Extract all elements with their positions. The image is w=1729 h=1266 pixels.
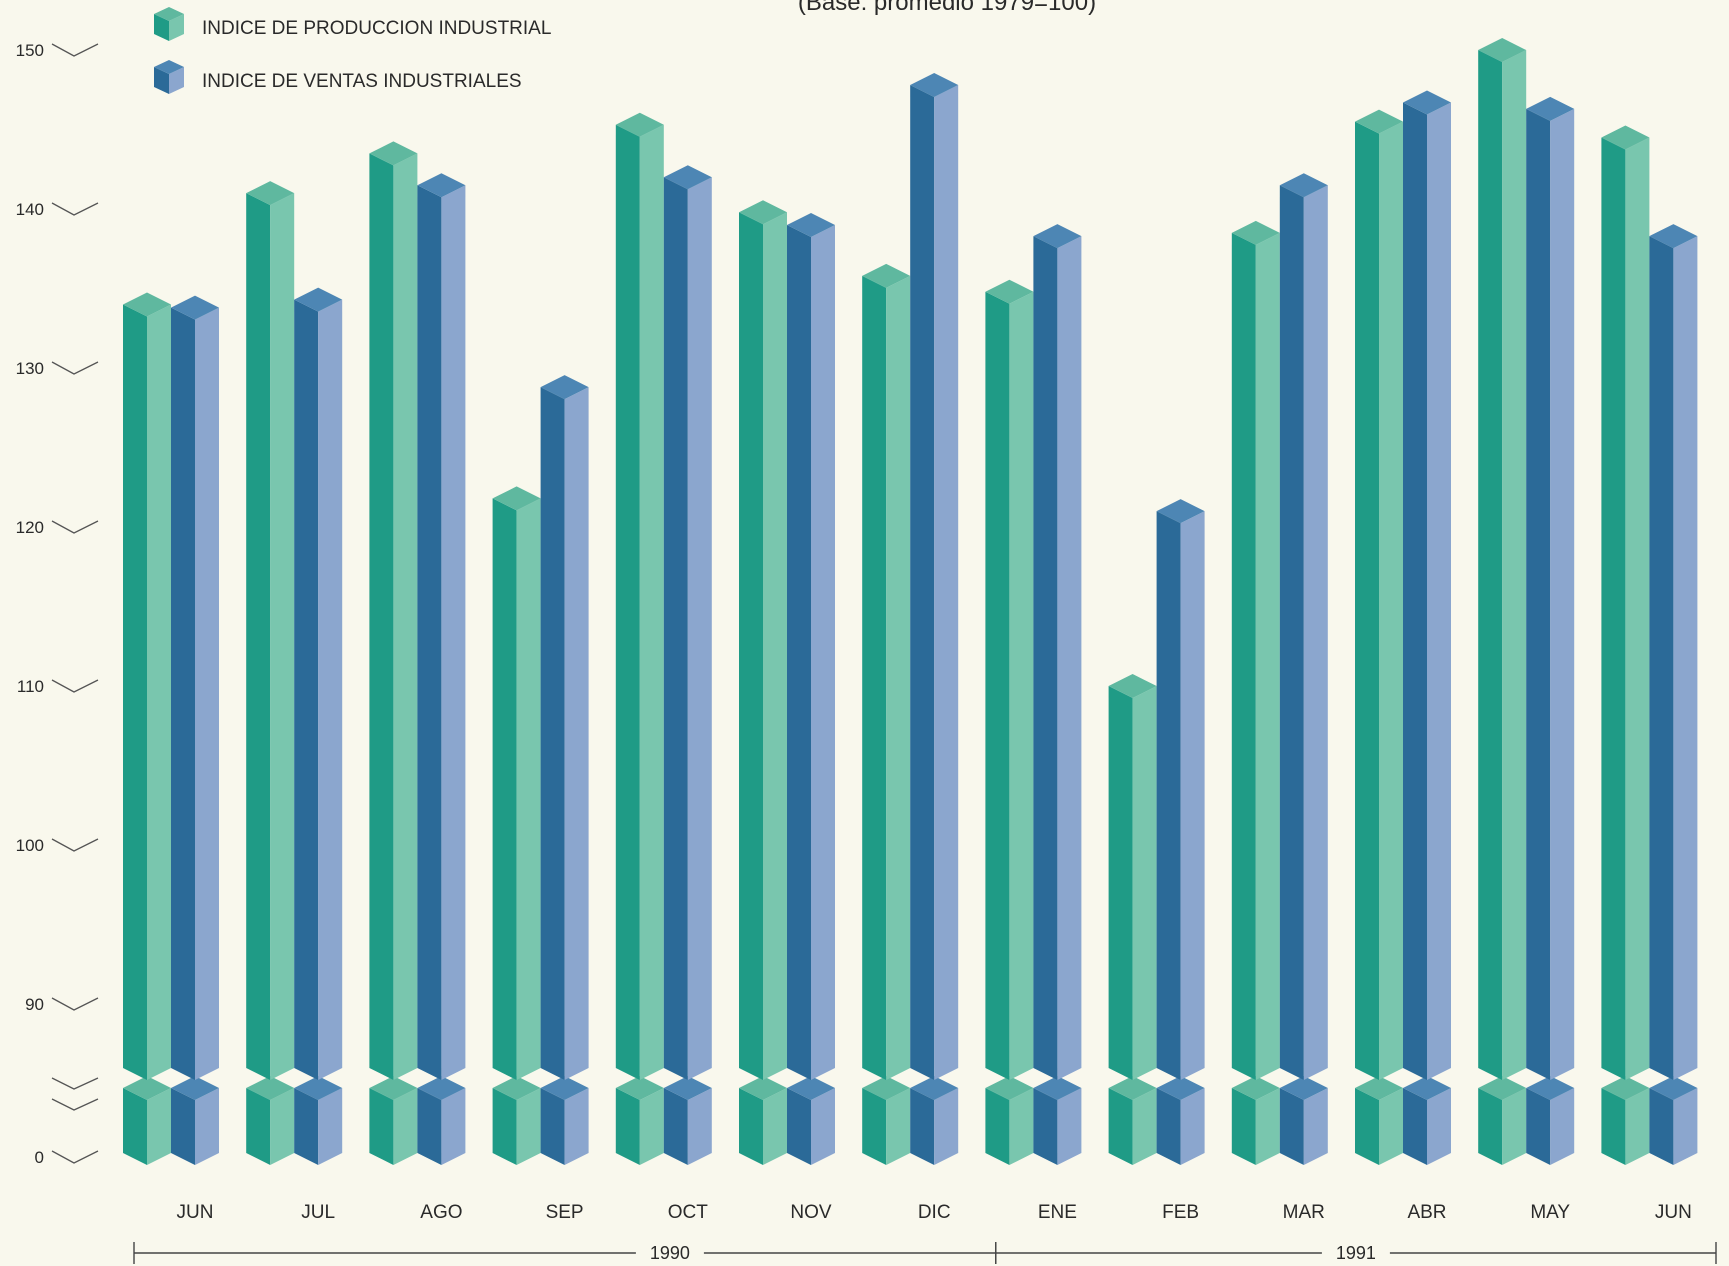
- bar-base: [985, 1076, 1034, 1165]
- bar-base: [1156, 1076, 1205, 1165]
- bar-base: [369, 1076, 418, 1165]
- bar-base: [1478, 1076, 1527, 1165]
- y-axis: 0 90 100 110 120 130 140 150: [16, 41, 99, 1167]
- bar-base: [417, 1076, 466, 1165]
- bar-produccion: [1601, 125, 1650, 1080]
- y-tick-label: 130: [16, 359, 44, 378]
- bar-produccion: [246, 181, 295, 1080]
- year-axis: 1990 1991: [133, 1242, 1717, 1264]
- bar-base: [862, 1076, 911, 1165]
- bar-base: [787, 1076, 835, 1165]
- y-tick-mark: [51, 1150, 99, 1164]
- legend-item: INDICE DE PRODUCCION INDUSTRIAL: [154, 7, 551, 41]
- bar-base: [123, 1076, 171, 1165]
- bar-ventas: [910, 73, 959, 1080]
- y-tick-mark: [51, 520, 99, 534]
- legend-label: INDICE DE VENTAS INDUSTRIALES: [202, 71, 522, 92]
- bar-produccion: [492, 486, 541, 1080]
- bar-ventas: [1033, 224, 1082, 1080]
- y-tick-label: 90: [25, 995, 44, 1014]
- bar-produccion: [123, 292, 171, 1080]
- legend-item: INDICE DE VENTAS INDUSTRIALES: [154, 60, 522, 94]
- x-tick-label: ABR: [1407, 1202, 1446, 1223]
- bar-base: [1355, 1076, 1403, 1165]
- bar-ventas: [171, 295, 219, 1080]
- bar-base: [246, 1076, 295, 1165]
- bar-produccion: [985, 279, 1034, 1081]
- bar-base: [492, 1076, 541, 1165]
- x-axis: JUN JUL AGO SEP OCT NOV DIC ENE FEB MAR ABR MAY JUN: [177, 1202, 1692, 1223]
- bar-produccion: [369, 141, 418, 1080]
- y-tick-label: 150: [16, 41, 44, 60]
- x-tick-label: ENE: [1038, 1202, 1077, 1223]
- bar-ventas: [663, 165, 712, 1080]
- x-tick-label: SEP: [546, 1202, 584, 1223]
- y-tick-mark: [51, 838, 99, 852]
- x-tick-label: DIC: [918, 1202, 951, 1223]
- bar-base: [1033, 1076, 1082, 1165]
- bar-produccion: [1108, 674, 1157, 1080]
- y-tick-label: 120: [16, 518, 44, 537]
- bar-produccion: [739, 200, 787, 1081]
- legend-swatch: [154, 67, 169, 94]
- y-tick-mark: [51, 43, 99, 57]
- bar-base: [1403, 1076, 1451, 1165]
- bar-base: [1526, 1076, 1575, 1165]
- chart-subtitle: (Base: promedio 1979=100): [798, 0, 1096, 16]
- bar-base: [910, 1076, 959, 1165]
- legend-swatch: [154, 14, 169, 41]
- bar-produccion: [615, 112, 664, 1080]
- bar-base: [171, 1076, 219, 1165]
- bar-base: [1601, 1076, 1650, 1165]
- bar-base: [1231, 1076, 1280, 1165]
- bar-base: [1279, 1076, 1328, 1165]
- bar-ventas: [294, 287, 343, 1080]
- bar-base: [1108, 1076, 1157, 1165]
- y-tick-label: 100: [16, 836, 44, 855]
- bar-ventas: [417, 173, 466, 1080]
- bar-base: [1649, 1076, 1698, 1165]
- bar-produccion: [862, 263, 911, 1081]
- bar-produccion: [1355, 109, 1403, 1081]
- axis-break-mark: [51, 1077, 99, 1090]
- y-tick-mark: [51, 202, 99, 216]
- bar-ventas: [1649, 224, 1698, 1080]
- bar-ventas: [1526, 96, 1575, 1080]
- year-label: 1990: [650, 1243, 690, 1263]
- bar-ventas: [540, 375, 589, 1080]
- x-tick-label: JUN: [177, 1202, 214, 1223]
- bar-ventas: [1156, 499, 1205, 1080]
- bar-ventas: [1279, 173, 1328, 1080]
- bar-base: [615, 1076, 664, 1165]
- bar-base: [540, 1076, 589, 1165]
- legend: INDICE DE PRODUCCION INDUSTRIAL INDICE DE…: [154, 7, 551, 94]
- x-tick-label: JUN: [1655, 1202, 1692, 1223]
- x-tick-label: FEB: [1162, 1202, 1199, 1223]
- year-label: 1991: [1336, 1243, 1376, 1263]
- x-tick-label: JUL: [301, 1202, 335, 1223]
- bars-layer: [123, 38, 1698, 1165]
- x-tick-label: AGO: [420, 1202, 462, 1223]
- bar-base: [739, 1076, 787, 1165]
- y-tick-mark: [51, 997, 99, 1011]
- bar-produccion: [1231, 220, 1280, 1080]
- y-tick-label: 0: [35, 1148, 44, 1167]
- x-tick-label: MAR: [1283, 1202, 1325, 1223]
- x-tick-label: NOV: [790, 1202, 832, 1223]
- bar-ventas: [787, 212, 835, 1080]
- x-tick-label: OCT: [668, 1202, 709, 1223]
- bar-ventas: [1403, 90, 1451, 1080]
- axis-break-mark: [51, 1098, 99, 1111]
- y-tick-mark: [51, 679, 99, 693]
- bar-base: [294, 1076, 343, 1165]
- bar-base: [663, 1076, 712, 1165]
- y-tick-mark: [51, 361, 99, 375]
- y-tick-label: 140: [16, 200, 44, 219]
- legend-label: INDICE DE PRODUCCION INDUSTRIAL: [202, 18, 551, 39]
- x-tick-label: MAY: [1530, 1202, 1570, 1223]
- y-tick-label: 110: [17, 677, 44, 696]
- bar-produccion: [1478, 38, 1527, 1080]
